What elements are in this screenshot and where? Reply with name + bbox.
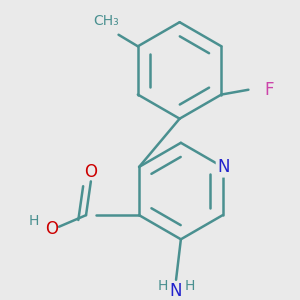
Text: H: H (29, 214, 39, 228)
Text: F: F (265, 81, 274, 99)
Text: H: H (184, 279, 195, 292)
Text: N: N (170, 282, 182, 300)
Text: CH₃: CH₃ (93, 14, 119, 28)
Text: H: H (158, 279, 168, 292)
Text: N: N (218, 158, 230, 176)
Text: O: O (45, 220, 58, 238)
Text: O: O (84, 163, 98, 181)
